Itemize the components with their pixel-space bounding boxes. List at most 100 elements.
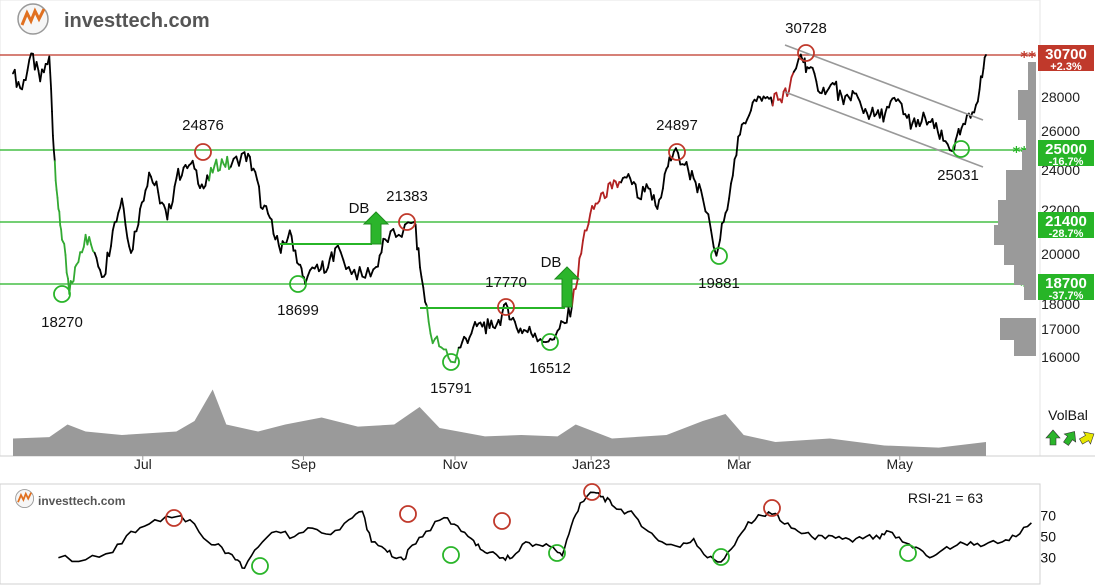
price-line-segment [58,210,62,227]
price-line-segment [605,183,610,198]
price-line-segment [72,266,76,282]
price-line-segment [731,158,736,177]
price-line-segment [294,249,299,264]
rsi-bottom-circle [442,546,460,564]
price-line-segment [935,122,939,133]
bottom-value-label: 19881 [698,275,740,292]
price-line-segment [218,158,223,171]
rsi-y-tick-label: 30 [1040,550,1056,566]
price-line-segment [884,105,888,114]
price-line-segment [49,71,52,90]
price-line-segment [99,269,103,279]
price-line-segment [940,129,945,142]
price-line-segment [366,267,372,278]
price-line-segment [649,188,653,201]
y-tick-label: 16000 [1041,349,1080,365]
price-line-segment [660,187,664,199]
price-line-segment [131,230,136,251]
price-line-segment [150,175,154,184]
rsi-bottom-circle [712,548,730,566]
buy-signal-arrow [362,211,390,245]
price-line-segment [429,332,434,345]
price-line-segment [506,306,511,321]
price-line-segment [419,266,423,278]
rsi-top-circle [399,505,417,523]
price-line-segment [81,245,85,254]
price-line-segment [707,213,712,232]
price-line-segment [909,122,914,130]
price-line-segment [169,200,174,210]
top-marker-circle [668,143,686,161]
rsi-bottom-circle [548,544,566,562]
price-line-segment [499,312,504,327]
logo-wave [17,491,33,503]
price-line-segment [52,148,56,163]
volbal-arrow-neutral-icon [1079,431,1095,445]
price-line-segment [110,229,114,247]
price-line-segment [400,223,406,238]
price-line-segment [981,67,985,79]
brand-name: investtech.com [64,10,210,32]
volume-profile-bar [1024,285,1036,300]
level-value: 18700 [1045,275,1087,292]
price-line-segment [946,143,951,152]
price-line-segment [386,230,392,244]
y-tick-label: 17000 [1041,321,1080,337]
price-line-segment [459,340,464,349]
top-marker-circle [497,298,515,316]
price-line-segment [369,268,375,278]
price-line-segment [790,71,795,79]
price-line-segment [26,58,31,72]
price-line-segment [420,275,425,289]
price-line-segment [685,161,690,172]
price-line-segment [698,183,702,192]
price-line-segment [587,212,592,226]
price-line-segment [585,223,590,232]
bottom-marker-circle [710,247,728,265]
rsi-bottom-circle [251,557,269,575]
price-line-segment [470,326,475,335]
volbal-arrow-up-right-icon [1063,431,1077,446]
price-line-segment [558,320,563,330]
level-badge-25000 [1038,140,1094,166]
brand-name-small: investtech.com [38,494,125,508]
price-line-segment [656,198,661,210]
price-line-segment [336,244,342,254]
price-line-segment [339,251,345,262]
price-line-segment [815,80,819,92]
price-line-segment [616,181,621,189]
top-marker-circle [398,213,416,231]
price-line-segment [882,112,887,123]
level-value: 21400 [1045,213,1087,230]
price-line-segment [52,134,55,151]
price-line-segment [849,90,854,102]
price-line-segment [422,286,427,303]
price-line-segment [270,218,275,235]
price-line-segment [146,171,151,188]
bottom-marker-circle [53,285,71,303]
x-tick-label: May [887,456,913,472]
price-line-segment [285,236,289,245]
price-line-segment [288,229,293,238]
rsi-y-tick-label: 70 [1040,508,1056,524]
price-line-segment [50,88,53,113]
price-line-segment [871,106,876,118]
price-line-segment [691,170,695,180]
volume-profile-bar [998,200,1036,225]
price-line-segment [582,229,586,242]
price-line-segment [122,207,127,226]
x-tick-label: Jul [134,456,152,472]
rsi-line [58,491,1032,570]
price-line-segment [256,179,260,188]
price-line-segment [90,243,94,252]
price-line-segment [121,197,125,210]
price-line-segment [634,183,639,199]
price-line-segment [358,266,364,278]
price-line-segment [640,185,644,201]
price-line-segment [771,93,776,107]
x-tick-label: Jan23 [572,456,610,472]
price-line-segment [922,111,927,119]
investtech-logo-small-icon [15,489,35,509]
price-line-segment [780,90,785,104]
